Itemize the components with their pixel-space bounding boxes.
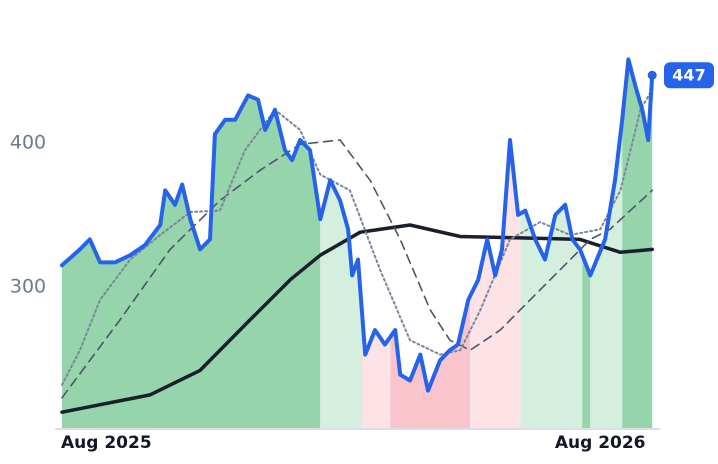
series-line: [60, 57, 655, 393]
zone-area: [320, 180, 362, 428]
zone-area: [390, 296, 471, 428]
y-tick-label: 400: [10, 131, 46, 153]
zone-area: [62, 95, 321, 429]
last-point: [647, 70, 657, 80]
series-line: [61, 88, 654, 386]
x-tick-label: Aug 2025: [61, 433, 152, 453]
zone-area: [622, 59, 653, 429]
zone-area: [520, 204, 583, 428]
last-value-label: 447: [672, 66, 705, 85]
x-tick-label: Aug 2026: [555, 433, 646, 453]
zone-area: [362, 313, 391, 428]
zone-area: [582, 255, 591, 428]
series-line: [61, 139, 654, 399]
last-value-badge: [664, 62, 714, 89]
series-line: [60, 223, 654, 414]
zone-area: [470, 140, 521, 428]
y-tick-label: 300: [10, 275, 46, 297]
